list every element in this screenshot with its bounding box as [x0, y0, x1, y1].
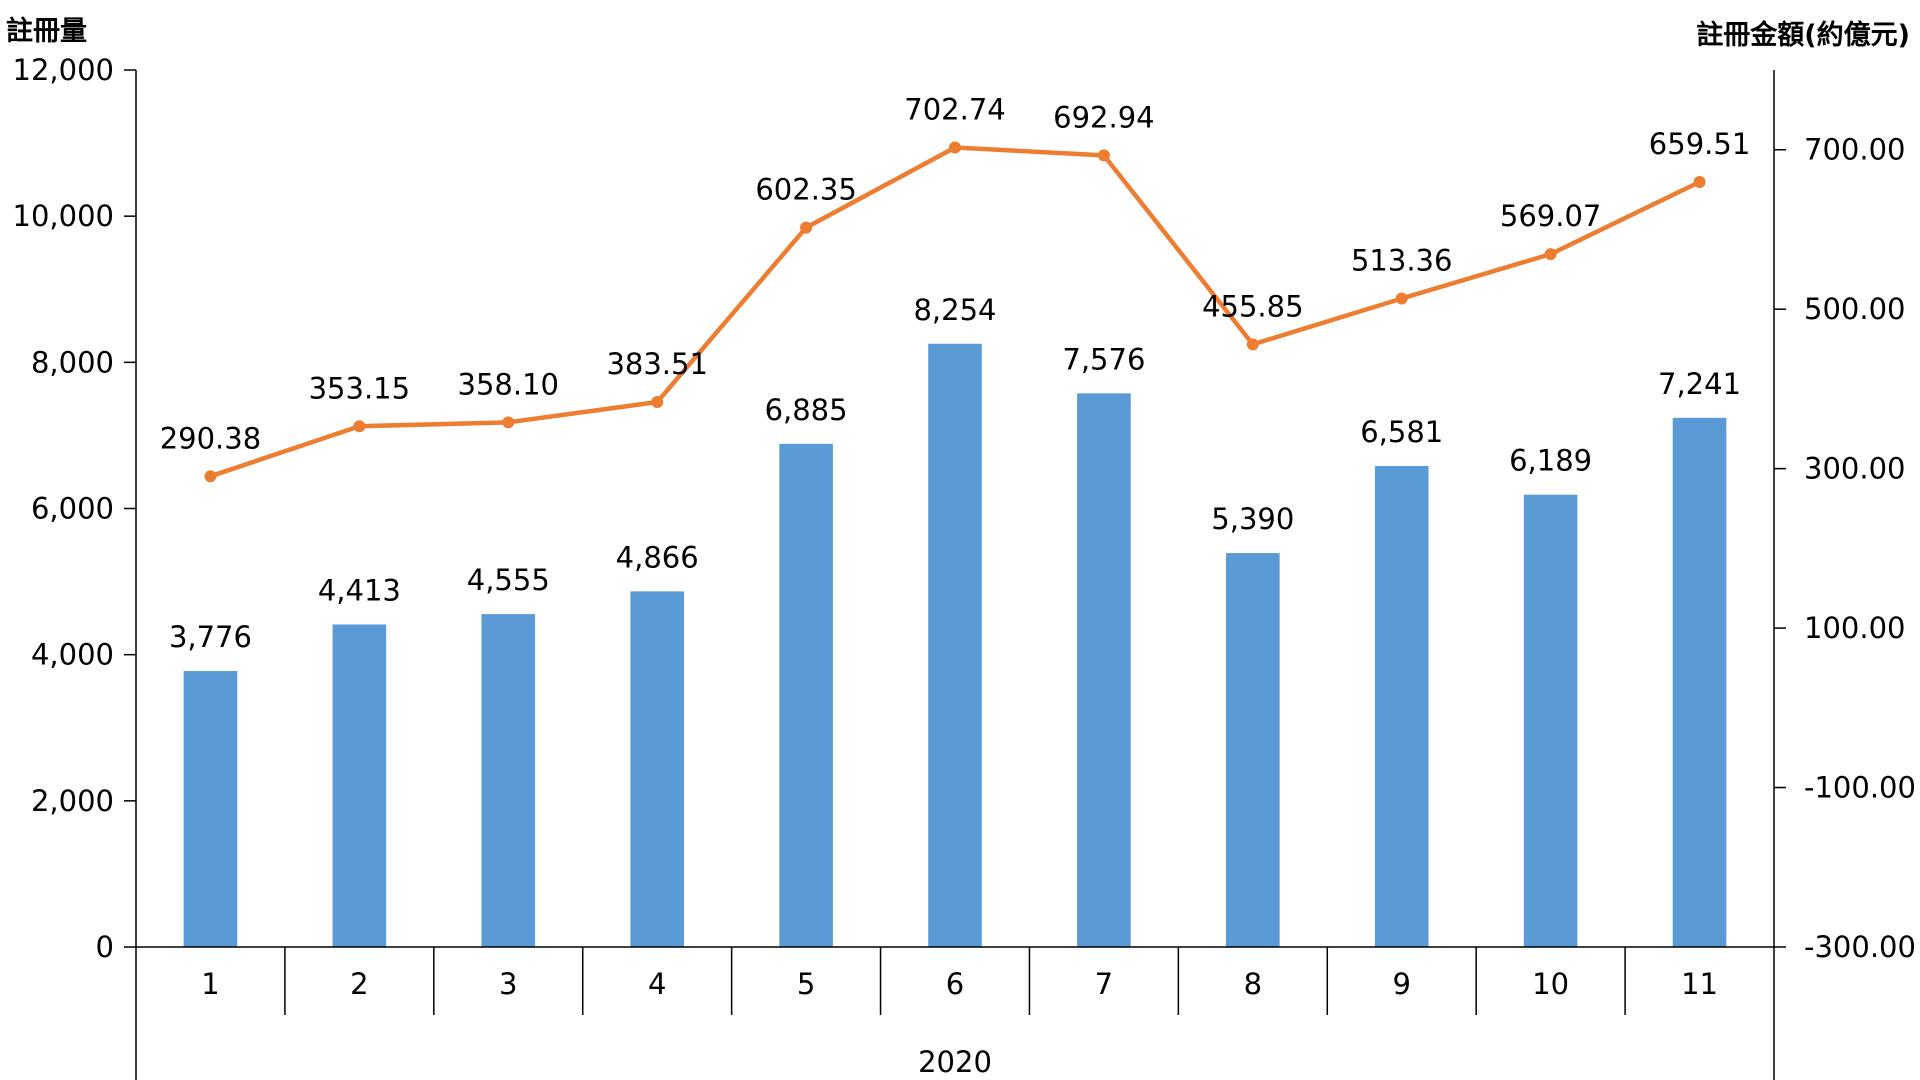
line-value-label: 569.07: [1500, 199, 1601, 233]
line-value-label: 513.36: [1351, 244, 1452, 278]
right-axis-tick-label: 100.00: [1804, 611, 1905, 645]
bar-value-label: 7,576: [1062, 342, 1145, 376]
line-value-label: 290.38: [160, 421, 261, 455]
left-axis-tick-label: 0: [96, 930, 114, 964]
bar: [779, 443, 833, 947]
line-value-label: 353.15: [309, 371, 410, 405]
right-axis-tick-label: 700.00: [1804, 133, 1905, 167]
x-group-label: 2020: [918, 1045, 992, 1079]
right-axis: -300.00 -100.00 100.00 300.00 500.00 700.00: [1773, 70, 1916, 1080]
bar-value-label: 3,776: [169, 620, 252, 654]
x-tick-label: 10: [1532, 967, 1569, 1001]
x-tick-label: 6: [946, 967, 964, 1001]
right-axis-tick-label: -100.00: [1804, 771, 1916, 805]
bar: [630, 591, 684, 947]
left-axis-tick-label: 12,000: [13, 53, 114, 87]
bar-value-label: 4,413: [318, 573, 401, 607]
line-point: [1395, 292, 1408, 305]
x-tick-label: 9: [1393, 967, 1411, 1001]
bar: [1374, 466, 1429, 947]
bar-value-label: 4,555: [467, 563, 550, 597]
x-tick-label: 5: [797, 967, 815, 1001]
bar: [1077, 393, 1131, 947]
line-value-label: 602.35: [755, 173, 856, 207]
right-axis-tick-label: 300.00: [1804, 452, 1905, 486]
left-axis-tick-label: 10,000: [13, 199, 114, 233]
line-point: [502, 416, 515, 429]
x-tick-label: 3: [499, 967, 517, 1001]
x-tick-label: 7: [1095, 967, 1113, 1001]
left-axis: 0 2,000 4,000 6,000 8,000 10,000 12,000: [13, 53, 137, 1080]
x-tick-label: 1: [201, 967, 219, 1001]
right-axis-title: 註冊金額(約億元): [1696, 19, 1910, 51]
line-value-label: 358.10: [458, 367, 559, 401]
left-axis-tick-label: 6,000: [31, 492, 114, 526]
line-value-label: 702.74: [904, 93, 1005, 127]
bar: [928, 343, 982, 948]
bar-value-label: 6,581: [1360, 415, 1443, 449]
line-point: [949, 141, 961, 154]
line-point: [800, 221, 813, 234]
line-point: [1246, 338, 1259, 351]
x-tick-label: 4: [648, 967, 666, 1001]
right-axis-tick-label: -300.00: [1804, 930, 1916, 964]
left-axis-tick-label: 4,000: [31, 638, 114, 672]
line-series: 290.38 353.15 358.10 383.51 602.35 702.74 692.…: [160, 93, 1750, 483]
left-axis-title: 註冊量: [6, 16, 87, 47]
x-tick-label: 2: [350, 967, 368, 1001]
bar: [1226, 553, 1280, 947]
bar: [1523, 494, 1578, 947]
left-axis-tick-label: 2,000: [31, 784, 114, 818]
line-value-label: 383.51: [606, 347, 707, 381]
line-value-label: 659.51: [1649, 127, 1750, 161]
bar-value-label: 6,885: [765, 393, 848, 427]
line-value-label: 692.94: [1053, 100, 1154, 134]
line-point: [353, 420, 366, 433]
line-point: [1544, 248, 1557, 261]
bar: [1672, 417, 1727, 947]
left-axis-tick-label: 8,000: [31, 345, 114, 379]
bar-value-label: 7,241: [1658, 367, 1741, 401]
x-tick-label: 11: [1681, 967, 1718, 1001]
bar: [332, 624, 387, 947]
bar: [183, 671, 238, 947]
line-point: [1097, 149, 1110, 162]
line-point: [1693, 176, 1706, 189]
bar-value-label: 5,390: [1211, 502, 1294, 536]
bar-value-label: 8,254: [913, 293, 996, 327]
x-axis: 1 2 3 4 5 6 7 8 9 10 11: [136, 946, 1774, 1015]
bar-value-label: 4,866: [616, 540, 699, 574]
bar-value-label: 6,189: [1509, 444, 1592, 478]
line-point: [651, 396, 664, 409]
bar-series: 3,776 4,413 4,555 4,866 6,885 8,254 7,576 5,390…: [169, 293, 1741, 948]
x-tick-label: 8: [1244, 967, 1262, 1001]
line-point: [204, 470, 217, 483]
right-axis-tick-label: 500.00: [1804, 292, 1905, 326]
bar: [481, 614, 536, 947]
line-value-label: 455.85: [1202, 289, 1303, 323]
